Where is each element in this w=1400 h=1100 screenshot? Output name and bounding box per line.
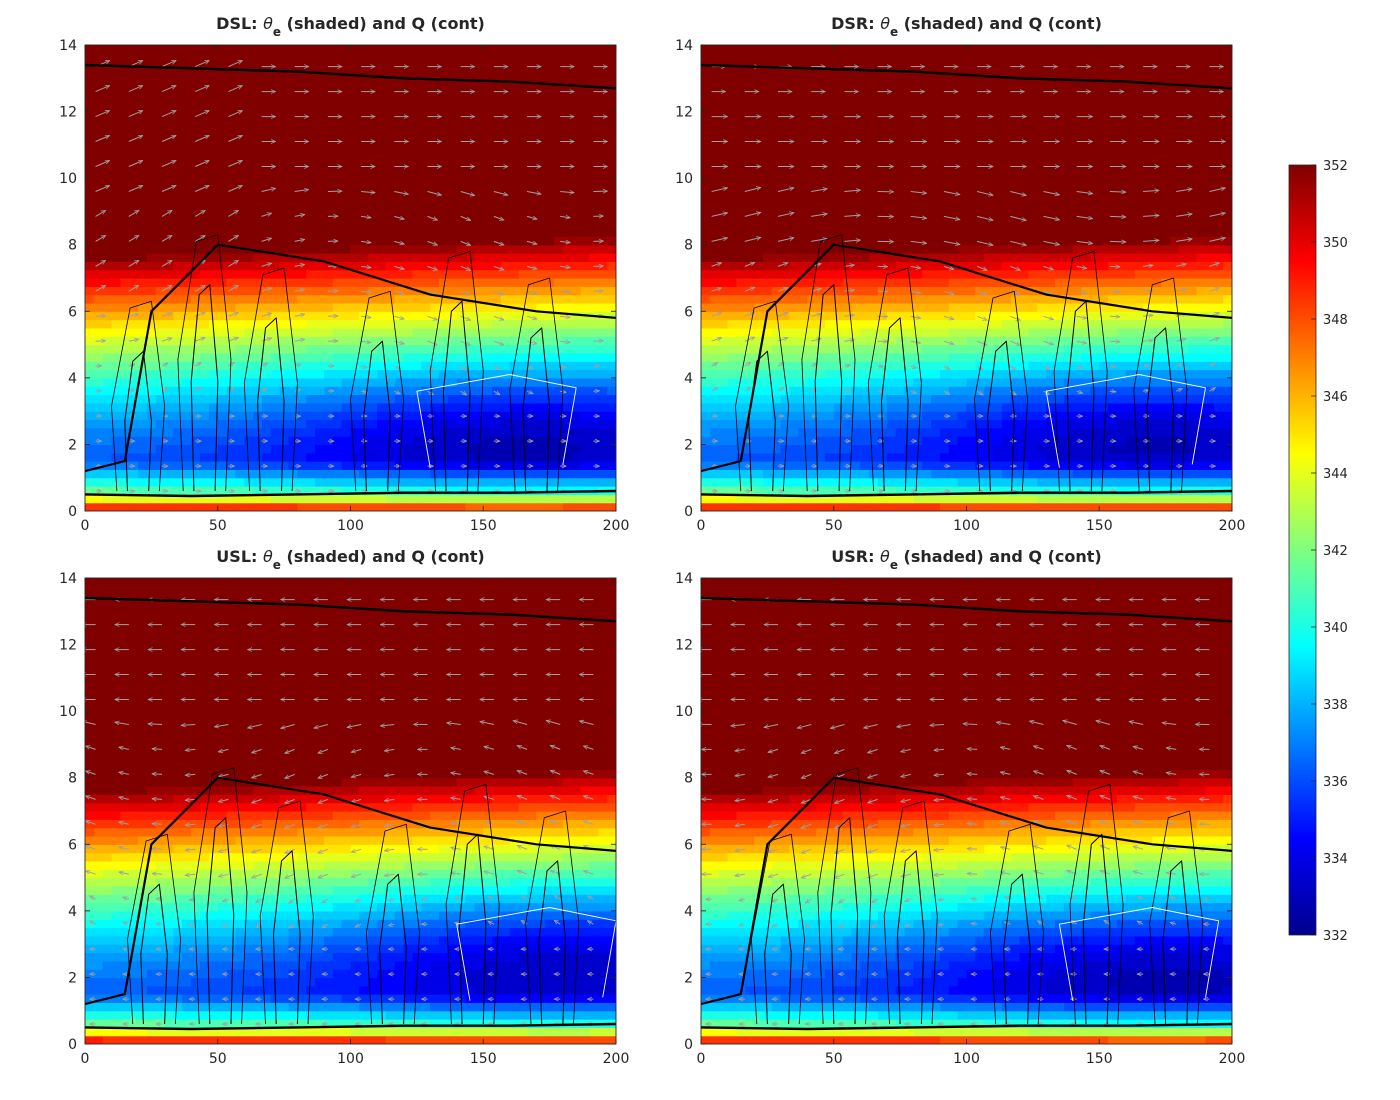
y-tick-label-usr: 0 <box>684 1037 693 1053</box>
x-tick-label-usl: 0 <box>81 1051 90 1067</box>
colorbar-tick-label: 334 <box>1323 852 1348 867</box>
y-tick-label-dsl: 2 <box>68 437 77 453</box>
y-tick-label-dsr: 2 <box>684 437 693 453</box>
y-tick-label-dsr: 4 <box>684 371 693 387</box>
x-tick-label-usl: 200 <box>603 1051 630 1067</box>
wind-vectors-usr <box>701 600 1210 1024</box>
theta-e-shading-dsr <box>701 45 1232 511</box>
y-tick-label-usl: 2 <box>68 970 77 986</box>
q-contours-usl <box>85 596 616 1031</box>
y-tick-label-dsl: 14 <box>59 38 77 54</box>
x-tick-label-dsr: 100 <box>953 518 980 534</box>
panel-dsl: 0 50 100 150 200 0 2 4 6 8 10 12 14 DSL: θe (shaded) … <box>59 14 629 534</box>
y-tick-label-usr: 4 <box>684 904 693 920</box>
y-tick-label-usr: 2 <box>684 970 693 986</box>
x-tick-label-dsl: 50 <box>209 518 227 534</box>
y-tick-label-usr: 10 <box>675 704 693 720</box>
panel-usl: 0 50 100 150 200 0 2 4 6 8 10 12 14 USL: θe (shaded) … <box>59 547 629 1067</box>
x-tick-label-usl: 100 <box>337 1051 364 1067</box>
y-tick-label-usl: 4 <box>68 904 77 920</box>
x-tick-label-dsl: 0 <box>81 518 90 534</box>
panel-dsr: 0 50 100 150 200 0 2 4 6 8 10 12 14 DSR: θe (shaded) … <box>675 14 1245 534</box>
x-tick-label-usr: 0 <box>697 1051 706 1067</box>
colorbar-tick-label: 344 <box>1323 467 1348 482</box>
x-tick-label-dsl: 100 <box>337 518 364 534</box>
y-tick-label-usr: 6 <box>684 837 693 853</box>
y-tick-label-dsr: 8 <box>684 238 693 254</box>
y-tick-label-usl: 12 <box>59 638 77 654</box>
y-tick-label-usr: 8 <box>684 771 693 787</box>
y-tick-label-dsl: 12 <box>59 105 77 121</box>
panel-title-dsl: DSL: θe (shaded) and Q (cont) <box>216 14 485 39</box>
colorbar-tick-label: 346 <box>1323 390 1348 405</box>
y-tick-label-usl: 14 <box>59 571 77 587</box>
y-tick-label-usl: 10 <box>59 704 77 720</box>
y-tick-label-dsr: 10 <box>675 171 693 187</box>
x-tick-label-dsr: 0 <box>697 518 706 534</box>
colorbar-tick-label: 338 <box>1323 698 1348 713</box>
colorbar-tick-label: 336 <box>1323 775 1348 790</box>
theta-e-shading-usl <box>85 578 616 1044</box>
x-tick-label-usr: 100 <box>953 1051 980 1067</box>
y-tick-label-usl: 0 <box>68 1037 77 1053</box>
panel-title-usr: USR: θe (shaded) and Q (cont) <box>831 547 1102 572</box>
x-tick-label-dsl: 150 <box>470 518 497 534</box>
y-tick-label-dsl: 6 <box>68 304 77 320</box>
theta-e-shading-usr <box>701 578 1232 1044</box>
x-tick-label-dsl: 200 <box>603 518 630 534</box>
y-tick-label-dsl: 10 <box>59 171 77 187</box>
panel-usr: 0 50 100 150 200 0 2 4 6 8 10 12 14 USR: θe (shaded) … <box>675 547 1245 1067</box>
q-contours-dsl <box>85 63 616 498</box>
colorbar-tick-label: 342 <box>1323 544 1348 559</box>
x-tick-label-usr: 150 <box>1086 1051 1113 1067</box>
y-tick-label-dsr: 12 <box>675 105 693 121</box>
panel-title-dsr: DSR: θe (shaded) and Q (cont) <box>831 14 1102 39</box>
colorbar-tick-label: 352 <box>1323 159 1348 174</box>
y-tick-label-dsl: 4 <box>68 371 77 387</box>
y-tick-label-dsr: 14 <box>675 38 693 54</box>
y-tick-label-usl: 6 <box>68 837 77 853</box>
x-tick-label-usr: 50 <box>825 1051 843 1067</box>
y-tick-label-dsl: 0 <box>68 504 77 520</box>
y-tick-label-dsr: 6 <box>684 304 693 320</box>
y-tick-label-usr: 12 <box>675 638 693 654</box>
q-contours-usr <box>701 596 1232 1031</box>
x-tick-label-usl: 150 <box>470 1051 497 1067</box>
y-tick-label-dsr: 0 <box>684 504 693 520</box>
x-tick-label-dsr: 200 <box>1219 518 1246 534</box>
wind-vectors-usl <box>85 600 594 1024</box>
x-tick-label-usr: 200 <box>1219 1051 1246 1067</box>
colorbar-tick-label: 348 <box>1323 313 1348 328</box>
colorbar-tick-label: 350 <box>1323 236 1348 251</box>
panel-title-usl: USL: θe (shaded) and Q (cont) <box>216 547 484 572</box>
y-tick-label-dsl: 8 <box>68 238 77 254</box>
x-tick-label-dsr: 50 <box>825 518 843 534</box>
colorbar-tick-label: 332 <box>1323 929 1348 944</box>
y-tick-label-usr: 14 <box>675 571 693 587</box>
colorbar-tick-label: 340 <box>1323 621 1348 636</box>
colorbar: 332 334 336 338 340 342 344 346 348 350 352 <box>1288 159 1348 944</box>
y-tick-label-usl: 8 <box>68 771 77 787</box>
x-tick-label-usl: 50 <box>209 1051 227 1067</box>
x-tick-label-dsr: 150 <box>1086 518 1113 534</box>
q-contours-dsr <box>701 63 1232 498</box>
